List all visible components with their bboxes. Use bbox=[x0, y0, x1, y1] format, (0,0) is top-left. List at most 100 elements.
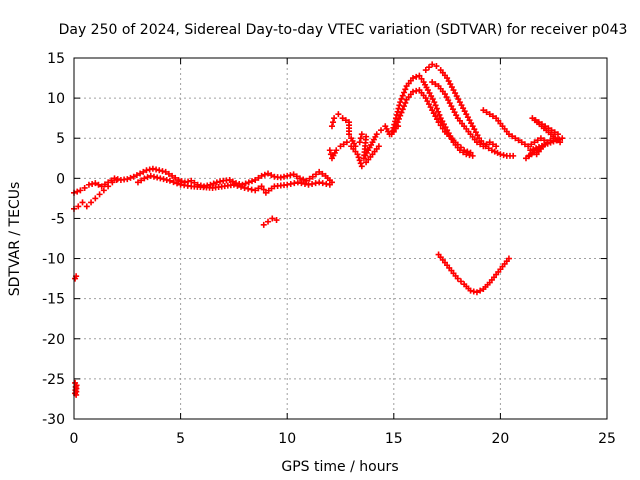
data-point bbox=[342, 117, 349, 124]
data-point bbox=[418, 75, 425, 82]
series-rise-12-15h bbox=[328, 111, 402, 162]
data-point bbox=[435, 108, 442, 115]
data-point bbox=[303, 177, 310, 184]
data-point bbox=[551, 129, 558, 136]
data-point bbox=[358, 131, 365, 138]
data-point bbox=[287, 180, 294, 187]
data-point bbox=[525, 143, 532, 150]
data-point bbox=[480, 143, 487, 150]
data-point bbox=[312, 180, 319, 187]
data-point bbox=[140, 168, 147, 175]
data-point bbox=[88, 199, 95, 206]
data-point bbox=[89, 180, 96, 187]
x-tick-label: 5 bbox=[176, 431, 185, 447]
data-point bbox=[526, 152, 533, 159]
series-late-cluster bbox=[480, 107, 566, 162]
data-point bbox=[436, 111, 443, 118]
data-point bbox=[127, 174, 134, 181]
data-point bbox=[323, 180, 330, 187]
data-point bbox=[284, 172, 291, 179]
data-point bbox=[149, 165, 156, 172]
data-point bbox=[545, 125, 552, 132]
data-point bbox=[255, 174, 262, 181]
data-point bbox=[81, 184, 88, 191]
data-point bbox=[440, 121, 447, 128]
data-point bbox=[441, 72, 448, 79]
data-point bbox=[457, 144, 464, 151]
data-point bbox=[316, 168, 323, 175]
data-point bbox=[137, 170, 144, 177]
data-point bbox=[392, 115, 399, 122]
data-point bbox=[467, 149, 474, 156]
data-point bbox=[95, 181, 102, 188]
data-point bbox=[172, 174, 179, 181]
data-point bbox=[439, 118, 446, 125]
data-point bbox=[489, 141, 496, 148]
data-point bbox=[432, 102, 439, 109]
data-point bbox=[531, 139, 538, 146]
data-point bbox=[426, 90, 433, 97]
data-point bbox=[559, 135, 566, 142]
data-point bbox=[420, 92, 427, 99]
y-tick-label: 0 bbox=[56, 171, 65, 187]
data-point bbox=[326, 147, 333, 154]
data-point bbox=[356, 157, 363, 164]
data-point bbox=[435, 119, 442, 126]
data-point bbox=[424, 98, 431, 105]
data-point bbox=[503, 128, 510, 135]
data-point bbox=[500, 152, 507, 159]
data-point bbox=[163, 176, 170, 183]
x-tick-label: 20 bbox=[491, 431, 509, 447]
data-point bbox=[114, 176, 121, 183]
data-point bbox=[166, 177, 173, 184]
data-point bbox=[398, 109, 405, 116]
data-point bbox=[449, 106, 456, 113]
data-point bbox=[433, 63, 440, 70]
data-point bbox=[213, 179, 220, 186]
data-point bbox=[472, 129, 479, 136]
data-point bbox=[337, 143, 344, 150]
data-point bbox=[428, 93, 435, 100]
data-point bbox=[489, 113, 496, 120]
data-point bbox=[425, 101, 432, 108]
data-point bbox=[439, 88, 446, 95]
data-point bbox=[357, 160, 364, 167]
data-point bbox=[242, 180, 249, 187]
data-point bbox=[532, 117, 539, 124]
data-point bbox=[238, 183, 245, 190]
data-point bbox=[160, 176, 167, 183]
data-point bbox=[281, 182, 288, 189]
data-point bbox=[265, 218, 272, 225]
data-point bbox=[101, 181, 108, 188]
data-point bbox=[343, 139, 350, 146]
data-point bbox=[156, 167, 163, 174]
data-point bbox=[319, 180, 326, 187]
data-point bbox=[265, 170, 272, 177]
data-point bbox=[105, 179, 112, 186]
data-point bbox=[464, 148, 471, 155]
data-point bbox=[85, 181, 92, 188]
data-point bbox=[465, 285, 472, 292]
data-point bbox=[456, 99, 463, 106]
data-point bbox=[537, 135, 544, 142]
data-point bbox=[154, 174, 161, 181]
x-tick-label: 10 bbox=[278, 431, 296, 447]
data-point bbox=[445, 78, 452, 85]
data-point bbox=[432, 81, 439, 88]
data-point bbox=[331, 149, 338, 156]
data-point bbox=[447, 81, 454, 88]
data-point bbox=[460, 105, 467, 112]
data-point bbox=[227, 182, 234, 189]
data-point bbox=[157, 175, 164, 182]
data-point bbox=[396, 102, 403, 109]
data-point bbox=[425, 64, 432, 71]
data-point bbox=[466, 117, 473, 124]
data-point bbox=[484, 281, 491, 288]
plot-frame bbox=[73, 57, 608, 420]
data-point bbox=[439, 125, 446, 132]
data-point bbox=[287, 172, 294, 179]
y-tick-label: -30 bbox=[42, 412, 65, 428]
data-point bbox=[407, 91, 414, 98]
data-point bbox=[461, 147, 468, 154]
data-point bbox=[432, 113, 439, 120]
